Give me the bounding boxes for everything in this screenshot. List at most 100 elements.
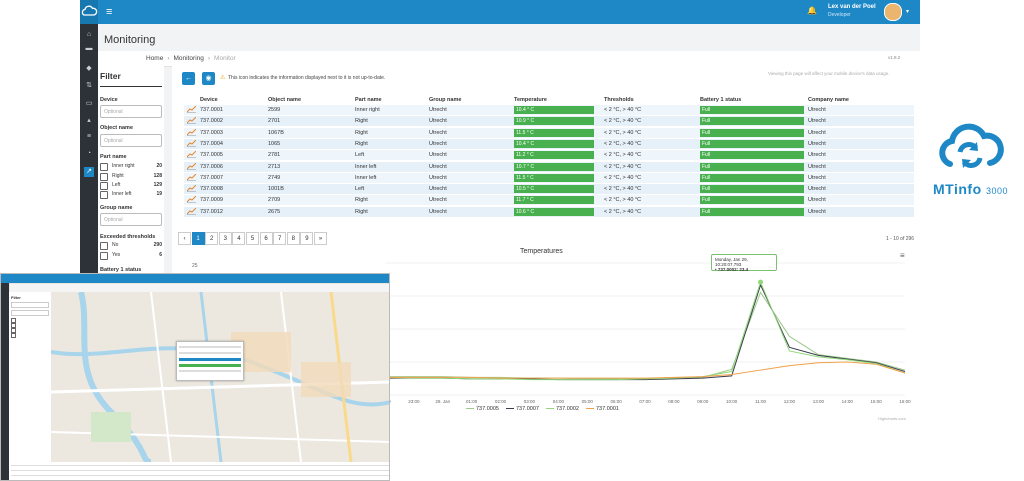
legend-item[interactable]: 737.0002	[546, 406, 579, 412]
legend-item[interactable]: 737.0001	[586, 406, 619, 412]
breadcrumb-home[interactable]: Home	[146, 55, 164, 62]
object-name-input[interactable]: Optional	[100, 134, 162, 147]
chart-nav-icon[interactable]: ↗	[84, 167, 94, 177]
page-button[interactable]: 8	[286, 232, 300, 245]
page-button[interactable]: 2	[205, 232, 219, 245]
database-icon[interactable]: ≡	[86, 133, 92, 140]
table-cell: Right	[355, 197, 368, 204]
device-input[interactable]: Optional	[100, 105, 162, 118]
notification-bell-icon[interactable]: 🔔	[807, 6, 817, 15]
trend-chart-icon[interactable]	[187, 106, 196, 113]
table-row[interactable]: 737.0005 2781 Left Utrecht 11.2 ° C < 2 °C, >…	[184, 150, 914, 161]
column-header[interactable]: Group name	[429, 97, 462, 103]
avatar[interactable]	[884, 3, 902, 21]
part-filter-option[interactable]: Inner left 19	[100, 190, 162, 199]
breadcrumb-monitoring[interactable]: Monitoring	[173, 55, 204, 62]
map-view-button[interactable]: ◉	[202, 72, 215, 85]
table-row[interactable]: 737.0003 1067B Right Utrecht 11.5 ° C < 2 °C,…	[184, 127, 914, 138]
column-header[interactable]: Thresholds	[604, 97, 634, 103]
swap-icon[interactable]: ⇅	[86, 82, 92, 89]
table-row[interactable]: 737.0007 2749 Inner left Utrecht 11.5 ° C < 2…	[184, 172, 914, 183]
tag-icon[interactable]: ◆	[86, 65, 92, 72]
map-filter-input[interactable]	[11, 310, 49, 316]
checkbox[interactable]	[11, 318, 16, 323]
trend-chart-icon[interactable]	[187, 162, 196, 170]
folder-icon[interactable]: ▬	[85, 45, 93, 52]
column-header[interactable]: Company name	[808, 97, 849, 103]
table-row[interactable]: 737.0009 2709 Right Utrecht 11.7 ° C < 2 °C, …	[184, 195, 914, 206]
table-row[interactable]: 737.0001 2599 Inner right Utrecht 10.4 ° C < …	[184, 105, 914, 115]
column-header[interactable]: Device	[200, 97, 218, 103]
map-device-popup[interactable]	[176, 341, 244, 381]
user-name[interactable]: Lex van der Poel	[828, 4, 876, 10]
legend-swatch	[466, 408, 474, 410]
trend-chart-icon[interactable]	[187, 185, 196, 193]
trend-chart-icon[interactable]	[187, 173, 196, 181]
trend-chart-icon[interactable]	[187, 128, 196, 136]
chart-credit[interactable]: Highcharts.com	[878, 416, 906, 421]
legend-item[interactable]: 737.0007	[506, 406, 539, 412]
page-button[interactable]: 5	[246, 232, 259, 245]
group-name-input[interactable]: Optional	[100, 213, 162, 226]
column-header[interactable]: Battery 1 status	[700, 97, 742, 103]
exceeded-filter-option[interactable]: No 290	[100, 241, 162, 250]
table-cell: Left	[355, 186, 365, 193]
table-cell: Right	[355, 140, 368, 147]
app-logo[interactable]	[80, 0, 98, 24]
part-filter-option[interactable]: Left 129	[100, 181, 162, 190]
column-header[interactable]: Object name	[268, 97, 302, 103]
page-button[interactable]: 4	[232, 232, 246, 245]
page-button[interactable]: 7	[273, 232, 287, 245]
chart-menu-icon[interactable]: ≡	[900, 251, 905, 260]
table-row[interactable]: 737.0012 2675 Right Utrecht 10.6 ° C < 2 °C, …	[184, 206, 914, 217]
checkbox[interactable]	[100, 182, 108, 190]
battery-status: Full	[700, 185, 804, 194]
x-tick-label: 11:00	[755, 399, 766, 404]
trend-chart-icon[interactable]	[187, 139, 196, 147]
exceeded-filter-option[interactable]: Yes 6	[100, 251, 162, 260]
chevron-down-icon[interactable]: ▾	[906, 9, 910, 15]
table-row[interactable]: 737.0008 1001B Left Utrecht 10.5 ° C < 2 °C, …	[184, 184, 914, 195]
map-filter-input[interactable]	[11, 302, 49, 308]
next-page-button[interactable]: »	[314, 232, 327, 245]
checkbox[interactable]	[100, 252, 108, 260]
laptop-icon[interactable]: ▭	[85, 100, 93, 107]
table-row[interactable]: 737.0006 2713 Inner left Utrecht 10.7 ° C < 2…	[184, 161, 914, 172]
x-tick-label: 03:00	[524, 399, 536, 404]
trend-chart-icon[interactable]	[187, 117, 196, 125]
trend-chart-icon[interactable]	[187, 151, 196, 159]
table-cell: < 2 °C, > 40 °C	[604, 129, 642, 136]
part-filter-option[interactable]: Right 128	[100, 172, 162, 181]
checkbox[interactable]	[11, 323, 16, 328]
table-cell: Utrecht	[429, 163, 447, 170]
chevron-right-icon: ›	[167, 55, 170, 62]
table-row[interactable]: 737.0004 1065 Right Utrecht 10.4 ° C < 2 °C, …	[184, 138, 914, 149]
prev-page-button[interactable]: ‹	[178, 232, 191, 245]
checkbox[interactable]	[100, 242, 108, 250]
battery-status: Full	[700, 207, 804, 216]
trend-chart-icon[interactable]	[187, 207, 196, 215]
gauge-icon[interactable]: ◔	[86, 150, 92, 157]
trend-chart-icon[interactable]	[187, 196, 196, 204]
checkbox[interactable]	[11, 328, 16, 333]
checkbox[interactable]	[100, 173, 108, 181]
column-header[interactable]: Part name	[355, 97, 382, 103]
page-button[interactable]: 9	[300, 232, 314, 245]
table-cell: Utrecht	[429, 129, 447, 136]
page-button[interactable]: 1	[191, 232, 205, 245]
back-button[interactable]: ←	[182, 72, 195, 85]
menu-toggle-icon[interactable]: ≡	[106, 6, 113, 18]
legend-item[interactable]: 737.0005	[466, 406, 499, 412]
checkbox[interactable]	[100, 191, 108, 199]
page-button[interactable]: 6	[259, 232, 273, 245]
checkbox[interactable]	[100, 163, 108, 171]
battery-status-label: Battery 1 status	[100, 267, 142, 273]
table-cell: 2713	[268, 163, 281, 170]
column-header[interactable]: Temperature	[514, 97, 547, 103]
part-filter-option[interactable]: Inner right 20	[100, 162, 162, 171]
checkbox[interactable]	[11, 333, 16, 338]
bell-nav-icon[interactable]: ▴	[87, 117, 91, 124]
table-row[interactable]: 737.0002 2701 Right Utrecht 10.9 ° C < 2 °C, …	[184, 116, 914, 127]
page-button[interactable]: 3	[218, 232, 232, 245]
home-icon[interactable]: ⌂	[86, 31, 92, 38]
